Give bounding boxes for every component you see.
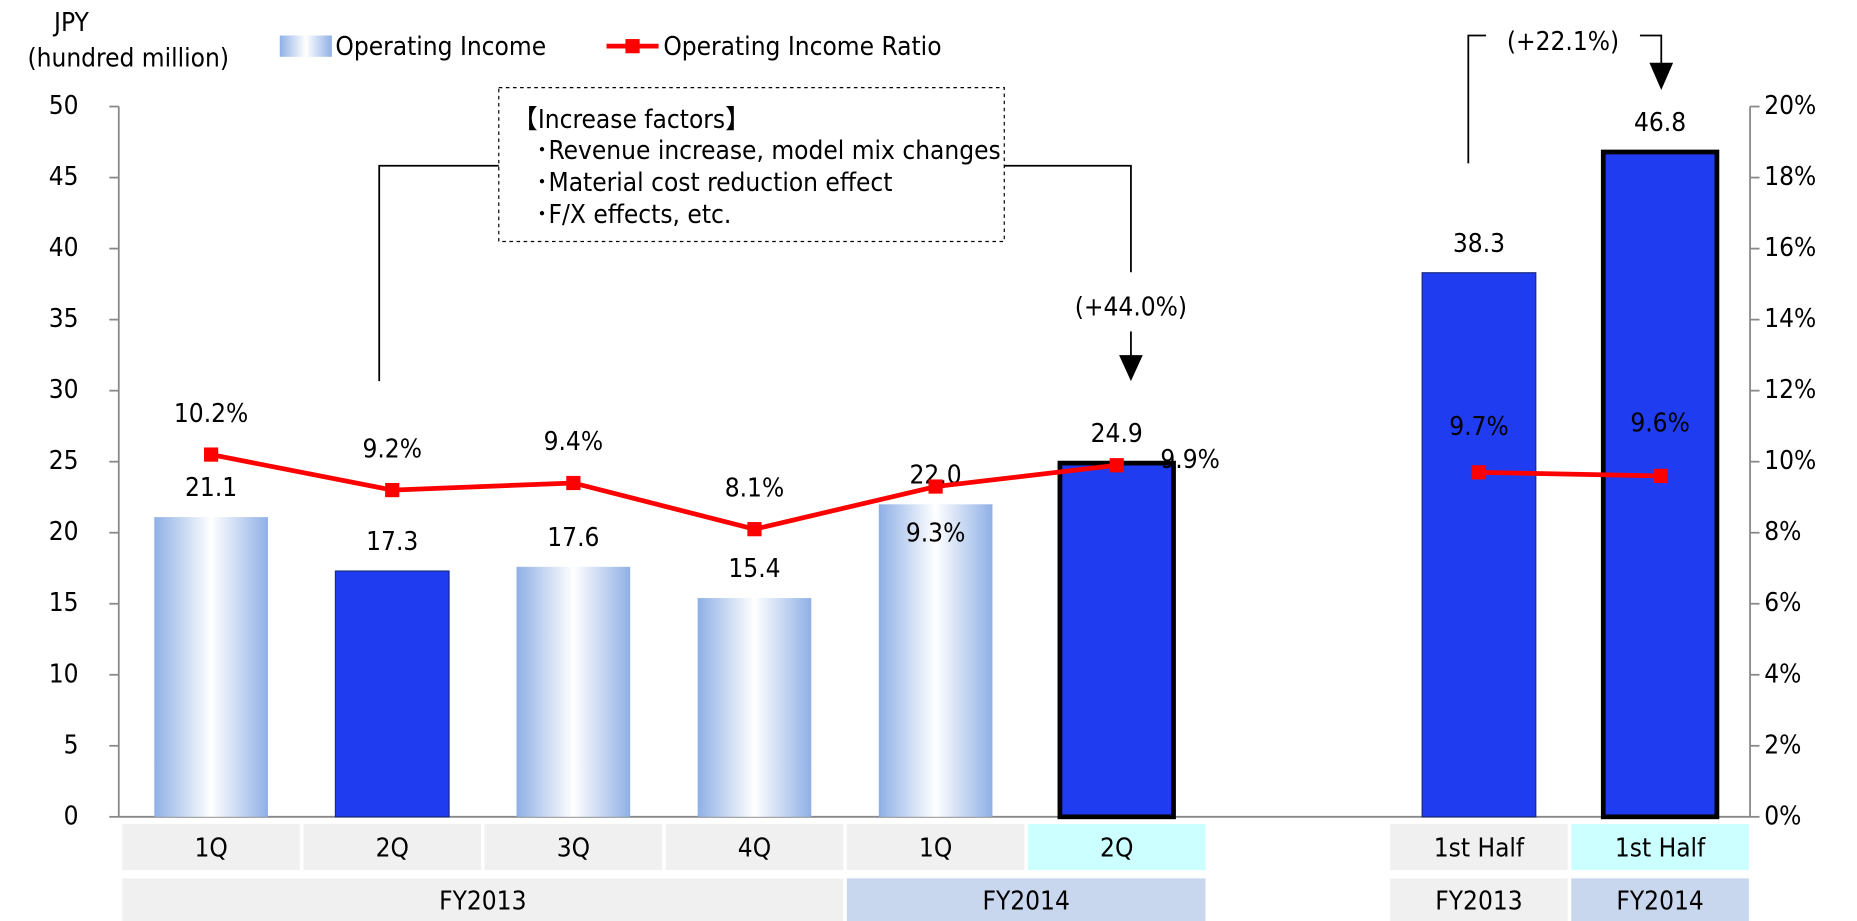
bar-value-label: 38.3 bbox=[1453, 229, 1505, 259]
annotation-text: 【Increase factors】 bbox=[512, 105, 751, 135]
ratio-marker bbox=[1652, 468, 1668, 483]
ratio-value-label: 9.7% bbox=[1449, 412, 1509, 442]
ratio-marker bbox=[747, 522, 762, 537]
ratio-marker bbox=[204, 447, 219, 462]
ratio-marker bbox=[385, 482, 400, 498]
y-axis-label: (hundred million) bbox=[28, 44, 229, 74]
group-cell bbox=[1571, 878, 1749, 921]
ratio-marker bbox=[1471, 465, 1487, 480]
y2-tick-label: 10% bbox=[1764, 446, 1816, 476]
y-tick-label: 0 bbox=[64, 801, 79, 831]
legend-swatch bbox=[625, 39, 640, 54]
legend-label: Operating Income Ratio bbox=[663, 32, 941, 62]
x-tick-label: 4Q bbox=[738, 833, 771, 863]
annotation-text: ･Revenue increase, model mix changes bbox=[535, 136, 1000, 166]
ratio-value-label: 9.3% bbox=[906, 518, 966, 548]
ratio-value-label: 9.6% bbox=[1630, 408, 1690, 438]
bar bbox=[334, 570, 450, 818]
bar-value-label: 17.6 bbox=[547, 523, 599, 553]
bar bbox=[516, 566, 631, 817]
category-cell bbox=[1027, 823, 1206, 871]
annotation-text: ･F/X effects, etc. bbox=[535, 200, 731, 230]
y2-tick-label: 18% bbox=[1764, 162, 1816, 192]
bar-value-label: 21.1 bbox=[185, 473, 237, 503]
annotation-text: (+44.0%) bbox=[1075, 292, 1187, 322]
ratio-marker bbox=[928, 479, 943, 494]
y2-tick-label: 4% bbox=[1764, 659, 1801, 689]
x-tick-label: 1st Half bbox=[1434, 833, 1525, 863]
ratio-value-label: 10.2% bbox=[174, 399, 248, 429]
y-axis-label: JPY bbox=[52, 8, 89, 38]
x-tick-label: 1Q bbox=[194, 833, 227, 863]
y2-tick-label: 12% bbox=[1764, 375, 1816, 405]
x-tick-label: 1Q bbox=[919, 833, 952, 863]
y2-tick-label: 0% bbox=[1764, 801, 1801, 831]
bar bbox=[1421, 272, 1537, 818]
ratio-value-label: 8.1% bbox=[725, 473, 784, 503]
category-cell bbox=[122, 823, 300, 871]
ratio-value-label: 9.2% bbox=[362, 434, 421, 464]
y-tick-label: 35 bbox=[49, 304, 79, 334]
bracket bbox=[1004, 164, 1132, 273]
ratio-marker bbox=[1109, 458, 1124, 473]
bar bbox=[154, 517, 268, 817]
y2-tick-label: 16% bbox=[1764, 233, 1816, 263]
category-cell bbox=[303, 823, 482, 871]
category-cell bbox=[1571, 823, 1749, 871]
y-tick-label: 15 bbox=[49, 588, 79, 618]
y2-tick-label: 8% bbox=[1764, 517, 1801, 547]
y-tick-label: 5 bbox=[64, 730, 79, 760]
x-tick-label: 2Q bbox=[376, 833, 409, 863]
bracket bbox=[1467, 34, 1487, 164]
category-cell bbox=[846, 823, 1025, 871]
group-label: FY2013 bbox=[1435, 887, 1522, 917]
category-cell bbox=[484, 823, 663, 871]
y-tick-label: 50 bbox=[49, 91, 79, 121]
ratio-line bbox=[210, 452, 1118, 532]
group-cell bbox=[846, 878, 1206, 921]
bar-value-label: 46.8 bbox=[1634, 108, 1686, 138]
y-tick-label: 20 bbox=[49, 517, 79, 547]
group-label: FY2013 bbox=[439, 887, 526, 917]
y-tick-label: 30 bbox=[49, 375, 79, 405]
bracket bbox=[378, 164, 499, 382]
ratio-value-label: 9.9% bbox=[1160, 445, 1220, 475]
category-cell bbox=[1390, 823, 1568, 871]
x-tick-label: 3Q bbox=[557, 833, 590, 863]
ratio-value-label: 9.4% bbox=[544, 427, 604, 457]
y2-tick-label: 20% bbox=[1764, 91, 1816, 121]
y-tick-label: 40 bbox=[49, 233, 79, 263]
ratio-line bbox=[1478, 469, 1661, 479]
y-tick-label: 45 bbox=[49, 162, 79, 192]
x-tick-label: 2Q bbox=[1100, 833, 1133, 863]
bracket bbox=[1639, 34, 1663, 66]
group-label: FY2014 bbox=[1616, 887, 1703, 917]
bar-value-label: 15.4 bbox=[728, 554, 780, 584]
y-tick-label: 25 bbox=[49, 446, 79, 476]
category-cell bbox=[665, 823, 844, 871]
y2-tick-label: 6% bbox=[1764, 588, 1801, 618]
group-label: FY2014 bbox=[982, 887, 1069, 917]
annotation-text: (+22.1%) bbox=[1507, 27, 1619, 57]
y2-tick-label: 2% bbox=[1764, 730, 1801, 760]
ratio-marker bbox=[566, 475, 581, 491]
legend-label: Operating Income bbox=[335, 32, 546, 62]
y-tick-label: 10 bbox=[49, 659, 79, 689]
annotation-box bbox=[498, 87, 1005, 243]
y2-tick-label: 14% bbox=[1764, 304, 1816, 334]
bar-value-label: 17.3 bbox=[366, 527, 418, 557]
bar bbox=[1600, 149, 1720, 820]
arrow-head bbox=[1119, 355, 1143, 382]
bar bbox=[1057, 460, 1176, 820]
bar bbox=[878, 504, 993, 817]
x-tick-label: 1st Half bbox=[1615, 833, 1706, 863]
group-cell bbox=[1390, 878, 1568, 921]
legend-swatch bbox=[279, 35, 332, 57]
group-cell bbox=[122, 878, 844, 921]
annotation-text: ･Material cost reduction effect bbox=[535, 168, 892, 198]
arrow-head bbox=[1649, 62, 1674, 90]
bar bbox=[697, 598, 812, 817]
bar-value-label: 24.9 bbox=[1091, 419, 1143, 449]
